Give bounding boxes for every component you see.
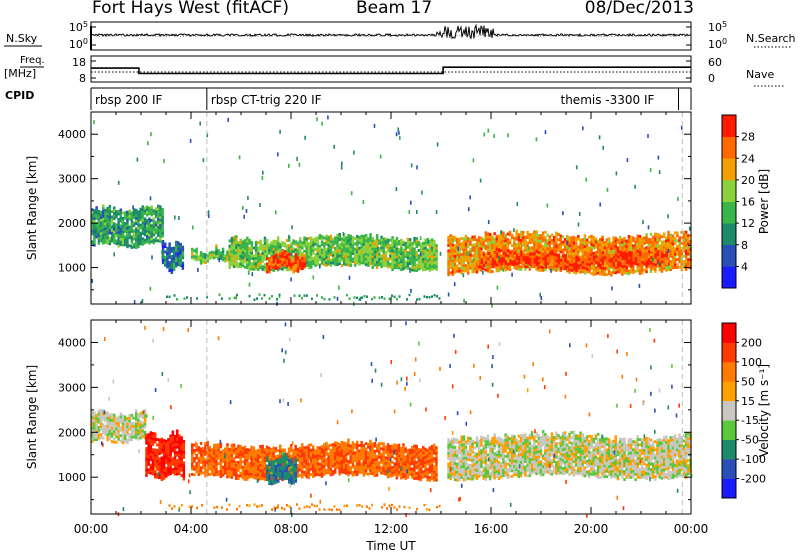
station-title: Fort Hays West (fitACF) xyxy=(92,0,289,18)
noise-panel: N.Sky N.Search 105 100 105 100 xyxy=(4,20,796,51)
time-tick-label-2: 08:00 xyxy=(274,522,309,536)
time-tick-label-6: 00:00 xyxy=(674,522,709,536)
velocity-frame xyxy=(90,319,692,515)
cpid-segment-rbsp: rbsp 200 IF xyxy=(95,93,162,107)
power-colorbar-label: Power [dB] xyxy=(757,169,771,234)
power-colorbar-tick-0: 4 xyxy=(741,260,748,273)
power-echo-region-2 xyxy=(191,244,231,265)
time-axis-label: Time UT xyxy=(365,539,416,553)
velocity-colorbar-tick-4: -15 xyxy=(741,414,759,427)
power-colorbar-tick-3: 16 xyxy=(741,196,755,209)
velocity-colorbar-seg-6 xyxy=(722,361,736,382)
velocity-echo-region-1 xyxy=(145,429,186,481)
power-echo-region-4 xyxy=(266,249,306,274)
power-ytick-label-2: 3000 xyxy=(58,173,86,186)
noise-sky-line xyxy=(90,23,692,40)
velocity-scatter xyxy=(100,321,693,518)
time-tick-label-3: 12:00 xyxy=(374,522,409,536)
velocity-colorbar-seg-5 xyxy=(722,381,736,402)
freq-left-label: Freq. xyxy=(20,55,45,66)
freq-rtick-bottom: 0 xyxy=(708,72,715,85)
velocity-ytick-label-1: 2000 xyxy=(58,426,86,439)
velocity-ytick-label-0: 1000 xyxy=(58,471,86,484)
noise-rtick-bottom: 100 xyxy=(708,37,727,51)
velocity-echo-region-2 xyxy=(191,438,438,482)
power-colorbar-tick-2: 12 xyxy=(741,217,755,230)
date-label: 08/Dec/2013 xyxy=(584,0,694,18)
noise-rtick-top: 105 xyxy=(708,20,727,34)
time-tick-label-5: 20:00 xyxy=(574,522,609,536)
velocity-colorbar-seg-8 xyxy=(722,323,736,343)
velocity-ylabel: Slant Range [km] xyxy=(25,365,39,469)
velocity-colorbar-tick-5: -50 xyxy=(741,434,759,447)
velocity-echo-region-0 xyxy=(91,409,147,445)
time-tick-label-0: 00:00 xyxy=(74,522,109,536)
noise-right-label: N.Search xyxy=(746,32,796,45)
power-echo-region-1 xyxy=(161,240,185,274)
freq-rtick-top: 60 xyxy=(708,56,722,69)
power-scatter xyxy=(91,115,691,308)
freq-line xyxy=(91,66,691,75)
power-colorbar-tick-6: 28 xyxy=(741,131,755,144)
velocity-colorbar-label: Velocity [m s⁻¹] xyxy=(757,364,771,457)
velocity-colorbar-seg-0 xyxy=(722,478,736,499)
freq-left-unit: [MHz] xyxy=(4,67,36,80)
power-colorbar-seg-4 xyxy=(722,179,736,202)
beam-label: Beam 17 xyxy=(356,0,433,18)
velocity-colorbar-tick-6: -100 xyxy=(741,453,766,466)
power-colorbar-seg-6 xyxy=(722,136,736,159)
velocity-colorbar-tick-3: 15 xyxy=(741,395,755,408)
velocity-colorbar-tick-0: 200 xyxy=(741,336,762,349)
velocity-colorbar-seg-2 xyxy=(722,439,736,460)
velocity-colorbar-tick-7: -200 xyxy=(741,473,766,486)
freq-tick-top: 18 xyxy=(72,56,86,69)
cpid-panel: CPID rbsp 200 IF rbsp CT-trig 220 IF themis… xyxy=(5,87,692,110)
power-ytick-label-0: 1000 xyxy=(58,262,86,275)
power-ytick-label-1: 2000 xyxy=(58,217,86,230)
velocity-colorbar-seg-7 xyxy=(722,342,736,363)
power-colorbar-tick-4: 20 xyxy=(741,174,755,187)
noise-tick-bottom: 100 xyxy=(69,37,88,51)
velocity-colorbar-tick-2: 50 xyxy=(741,375,755,388)
frequency-panel: Freq.[MHz] Nave 18 8 60 0 xyxy=(4,55,784,87)
power-colorbar-seg-1 xyxy=(722,244,736,267)
cpid-segment-themis: themis -3300 IF xyxy=(561,93,655,107)
velocity-colorbar-seg-1 xyxy=(722,459,736,479)
power-colorbar-seg-0 xyxy=(722,266,736,289)
power-colorbar-tick-5: 24 xyxy=(741,152,755,165)
velocity-echo-region-4 xyxy=(447,430,692,482)
velocity-ytick-label-3: 4000 xyxy=(58,336,86,349)
power-ylabel: Slant Range [km] xyxy=(25,156,39,260)
power-ytick-label-3: 4000 xyxy=(58,128,86,141)
freq-right-label: Nave xyxy=(746,68,774,81)
velocity-ytick-label-2: 3000 xyxy=(58,381,86,394)
freq-tick-bottom: 8 xyxy=(79,72,86,85)
power-colorbar-seg-3 xyxy=(722,201,736,224)
time-tick-label-4: 16:00 xyxy=(474,522,509,536)
noise-tick-top: 105 xyxy=(69,20,88,34)
noise-left-label: N.Sky xyxy=(6,32,38,45)
velocity-colorbar-frame xyxy=(721,322,737,499)
power-colorbar-seg-2 xyxy=(722,223,736,246)
freq-frame xyxy=(90,55,692,83)
cpid-label: CPID xyxy=(5,89,34,102)
power-colorbar-seg-7 xyxy=(722,115,736,137)
velocity-echo-region-3 xyxy=(266,452,298,486)
velocity-colorbar-seg-3 xyxy=(722,420,736,440)
power-echo-region-3 xyxy=(228,232,438,272)
time-tick-label-1: 04:00 xyxy=(174,522,209,536)
velocity-colorbar-tick-1: 100 xyxy=(741,356,762,369)
power-echo-region-6 xyxy=(478,247,668,272)
power-colorbar-seg-5 xyxy=(722,158,736,181)
cpid-segment-rbsp-ct: rbsp CT-trig 220 IF xyxy=(211,93,322,107)
power-panel: 1000 2000 3000 4000 Slant Range [km] 4 8 12 16 20… xyxy=(25,111,771,308)
velocity-panel: 1000 2000 3000 4000 Slant Range [km] 200 100 50… xyxy=(25,319,771,553)
power-colorbar-tick-1: 8 xyxy=(741,239,748,252)
velocity-colorbar-seg-4 xyxy=(722,400,736,421)
noise-search-line xyxy=(90,34,691,38)
